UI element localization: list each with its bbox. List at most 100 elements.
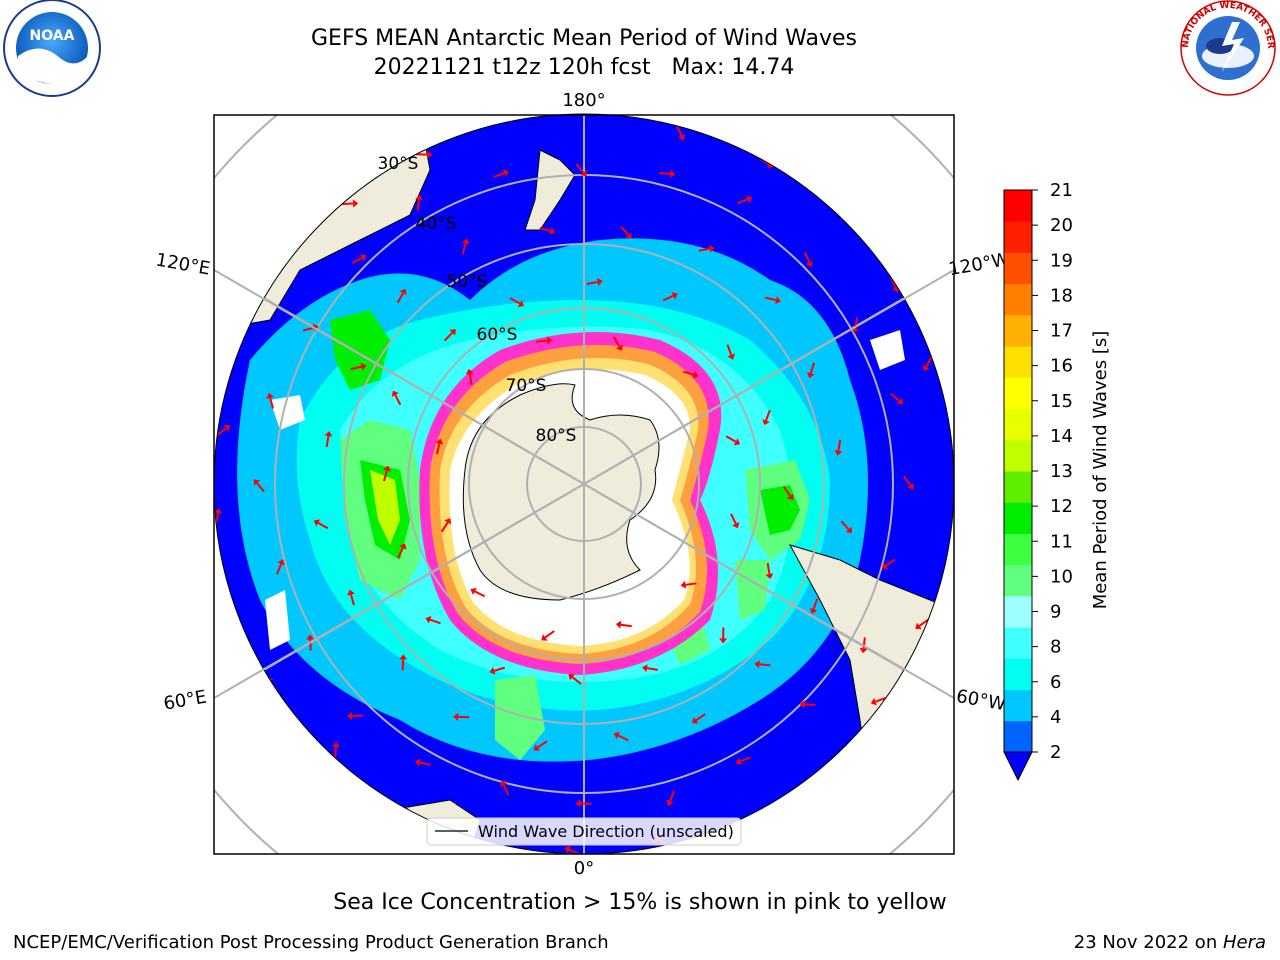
wind-arrow-head: [692, 370, 699, 379]
wind-arrow-head: [727, 353, 735, 360]
wind-arrow-head: [347, 589, 355, 596]
colorbar-segment: [1004, 533, 1032, 566]
colorbar-tick-label: 18: [1050, 285, 1073, 306]
wind-arrow-head: [383, 465, 391, 472]
wind-arrow-head: [306, 634, 315, 640]
map-frame: [213, 114, 955, 855]
lat-label-50s: 50°S: [447, 272, 488, 292]
wind-arrow-head: [465, 368, 474, 375]
wind-arrow-head: [500, 780, 508, 787]
wind-arrow-shaft: [875, 697, 887, 703]
wind-arrow-head: [754, 660, 760, 669]
wind-arrow-head: [922, 364, 930, 372]
footer-host: Hera: [1222, 932, 1266, 953]
wind-arrow-head: [347, 712, 353, 721]
wind-arrow-shaft: [676, 125, 683, 137]
sea-ice-note: Sea Ice Concentration > 15% is shown in …: [333, 890, 947, 915]
wind-arrow-shaft: [536, 339, 548, 343]
wind-arrow-shaft: [302, 326, 315, 332]
colorbar-tick-label: 14: [1050, 426, 1073, 447]
wind-arrow-shaft: [765, 296, 777, 302]
wind-arrow-shaft: [812, 598, 819, 610]
wind-arrow-shaft: [695, 713, 706, 722]
colorbar-segment: [1004, 502, 1032, 534]
chart-subtitle: 20221121 t12z 120h fcst Max: 14.74: [373, 55, 795, 80]
chart-title: GEFS MEAN Antarctic Mean Period of Wind …: [311, 26, 857, 51]
wind-arrow-head: [253, 479, 261, 486]
wind-arrow-head: [806, 372, 815, 379]
wind-arrow-head: [670, 169, 676, 178]
colorbar-segment: [1004, 564, 1032, 597]
wind-arrow-shaft: [885, 558, 896, 567]
wind-arrow-head: [735, 757, 742, 766]
wind-arrow-head: [834, 449, 843, 456]
wind-arrow-head: [360, 362, 367, 371]
wind-arrow-shaft: [575, 163, 585, 174]
wind-arrow-head: [214, 508, 223, 514]
colorbar-segment: [1004, 689, 1032, 722]
colorbar-segment: [1004, 283, 1032, 316]
wind-arrow-head: [541, 634, 548, 641]
colorbar-segment: [1004, 471, 1032, 503]
nws-logo: NATIONAL WEATHER SERVICE: [0, 0, 1276, 96]
wind-arrow-shaft: [325, 435, 330, 448]
wind-arrow-shaft: [804, 703, 816, 706]
wind-arrow-shaft: [662, 294, 674, 302]
wind-arrow-shaft: [416, 199, 421, 211]
wind-arrow-head: [786, 493, 794, 501]
colorbar-segment: [1004, 439, 1032, 472]
wind-arrow-shaft: [739, 756, 751, 763]
wind-arrow-head: [461, 238, 470, 245]
wind-arrow-head: [352, 199, 359, 208]
wind-arrow-head: [564, 845, 571, 854]
colorbar-segment: [1004, 221, 1032, 253]
wind-arrow-shaft: [493, 666, 506, 672]
wind-arrow-head: [805, 260, 814, 268]
colorbar-tick-label: 12: [1050, 496, 1073, 517]
wind-arrow-shaft: [698, 247, 710, 252]
new-zealand-land: [524, 149, 576, 231]
wind-arrow-shaft: [429, 618, 441, 625]
wind-arrow-shaft: [726, 344, 733, 356]
wind-arrow-head: [732, 522, 740, 529]
wind-arrow-shaft: [468, 373, 473, 385]
colorbar-segment: [1004, 595, 1032, 628]
wind-arrow-shaft: [419, 761, 431, 766]
noaa-logo: NOAA: [3, 0, 101, 97]
wind-arrow-shaft: [683, 370, 695, 376]
wind-arrow-head: [414, 758, 421, 767]
wind-arrow-shaft: [317, 521, 329, 530]
wind-arrow-shaft: [612, 336, 621, 347]
wind-arrow-head: [415, 194, 424, 201]
wind-arrow-shaft: [903, 475, 912, 486]
wind-arrow-head: [733, 438, 741, 446]
wind-arrow-shaft: [925, 356, 933, 368]
wind-arrow-head: [615, 620, 622, 629]
wind-arrow-shaft: [276, 563, 283, 575]
wind-arrow-head: [762, 419, 770, 426]
wind-arrow-shaft: [216, 427, 227, 436]
wind-arrow-shaft: [783, 486, 791, 497]
map-legend: Wind Wave Direction (unscaled): [426, 817, 742, 846]
lon-label-60w: 60°W: [955, 686, 1008, 715]
wind-arrow-head: [533, 744, 540, 751]
wind-arrow-shaft: [840, 520, 850, 531]
colorbar-tick-label: 21: [1050, 180, 1073, 201]
wind-arrow-head: [799, 700, 805, 709]
colorbar: 21 20 19 18 17 16 15 14 13 12 11 10 9 8 6 4 2: [1003, 180, 1073, 782]
colorbar-tick-label: 11: [1050, 531, 1073, 552]
antarctica-land: [462, 383, 660, 601]
legend-label: Wind Wave Direction (unscaled): [478, 822, 734, 841]
lat-label-70s: 70°S: [506, 376, 547, 396]
wind-arrow-shaft: [809, 362, 815, 374]
lon-label-60e: 60°E: [162, 686, 208, 714]
wind-arrow-shaft: [502, 784, 510, 796]
wind-arrow-head: [666, 799, 674, 806]
wind-arrow-head: [313, 519, 321, 527]
wind-arrow-head: [775, 296, 781, 305]
wind-arrow-shaft: [725, 435, 737, 443]
wind-arrow-head: [953, 539, 954, 547]
colorbar-tick-label: 10: [1050, 566, 1073, 587]
wind-arrow-head: [399, 654, 408, 660]
wind-arrow-head: [427, 150, 433, 159]
